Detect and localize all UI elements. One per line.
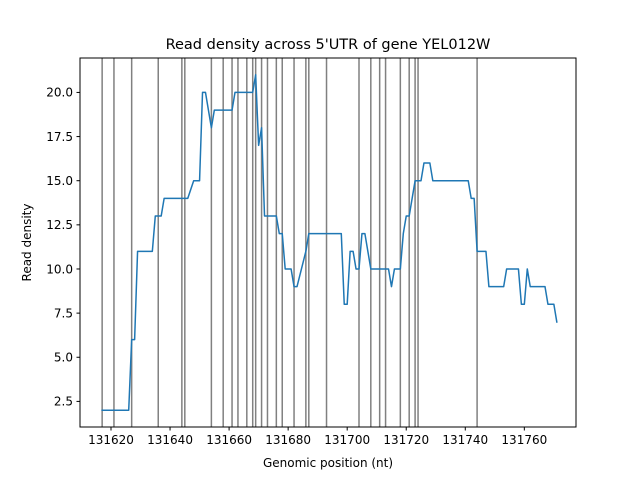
y-tick-label: 7.5 (54, 306, 73, 320)
y-axis-label: Read density (20, 204, 34, 282)
x-tick-label: 131680 (265, 433, 311, 447)
series-line (101, 74, 558, 411)
y-tick-label: 12.5 (46, 218, 73, 232)
x-tick-label: 131740 (442, 433, 488, 447)
x-axis-ticks: 131620 131640 131660 131680 131700 131720 1317… (88, 427, 547, 447)
plot-frame (79, 57, 577, 428)
x-tick-label: 131620 (88, 433, 134, 447)
x-axis-label: Genomic position (nt) (263, 456, 393, 470)
y-tick-label: 2.5 (54, 395, 73, 409)
chart-title: Read density across 5'UTR of gene YEL012… (166, 37, 491, 53)
y-tick-label: 5.0 (54, 351, 73, 365)
y-tick-label: 10.0 (46, 262, 73, 276)
x-tick-label: 131720 (383, 433, 429, 447)
vertical-marker-lines (101, 58, 478, 427)
y-tick-label: 15.0 (46, 174, 73, 188)
y-tick-label: 17.5 (46, 130, 73, 144)
x-tick-label: 131700 (324, 433, 370, 447)
x-tick-label: 131760 (501, 433, 547, 447)
series-layer (101, 74, 558, 411)
x-tick-label: 131660 (206, 433, 252, 447)
x-tick-label: 131640 (147, 433, 193, 447)
y-axis-ticks: 2.5 5.0 7.5 10.0 12.5 15.0 17.5 20.0 (46, 86, 80, 409)
y-tick-label: 20.0 (46, 86, 73, 100)
